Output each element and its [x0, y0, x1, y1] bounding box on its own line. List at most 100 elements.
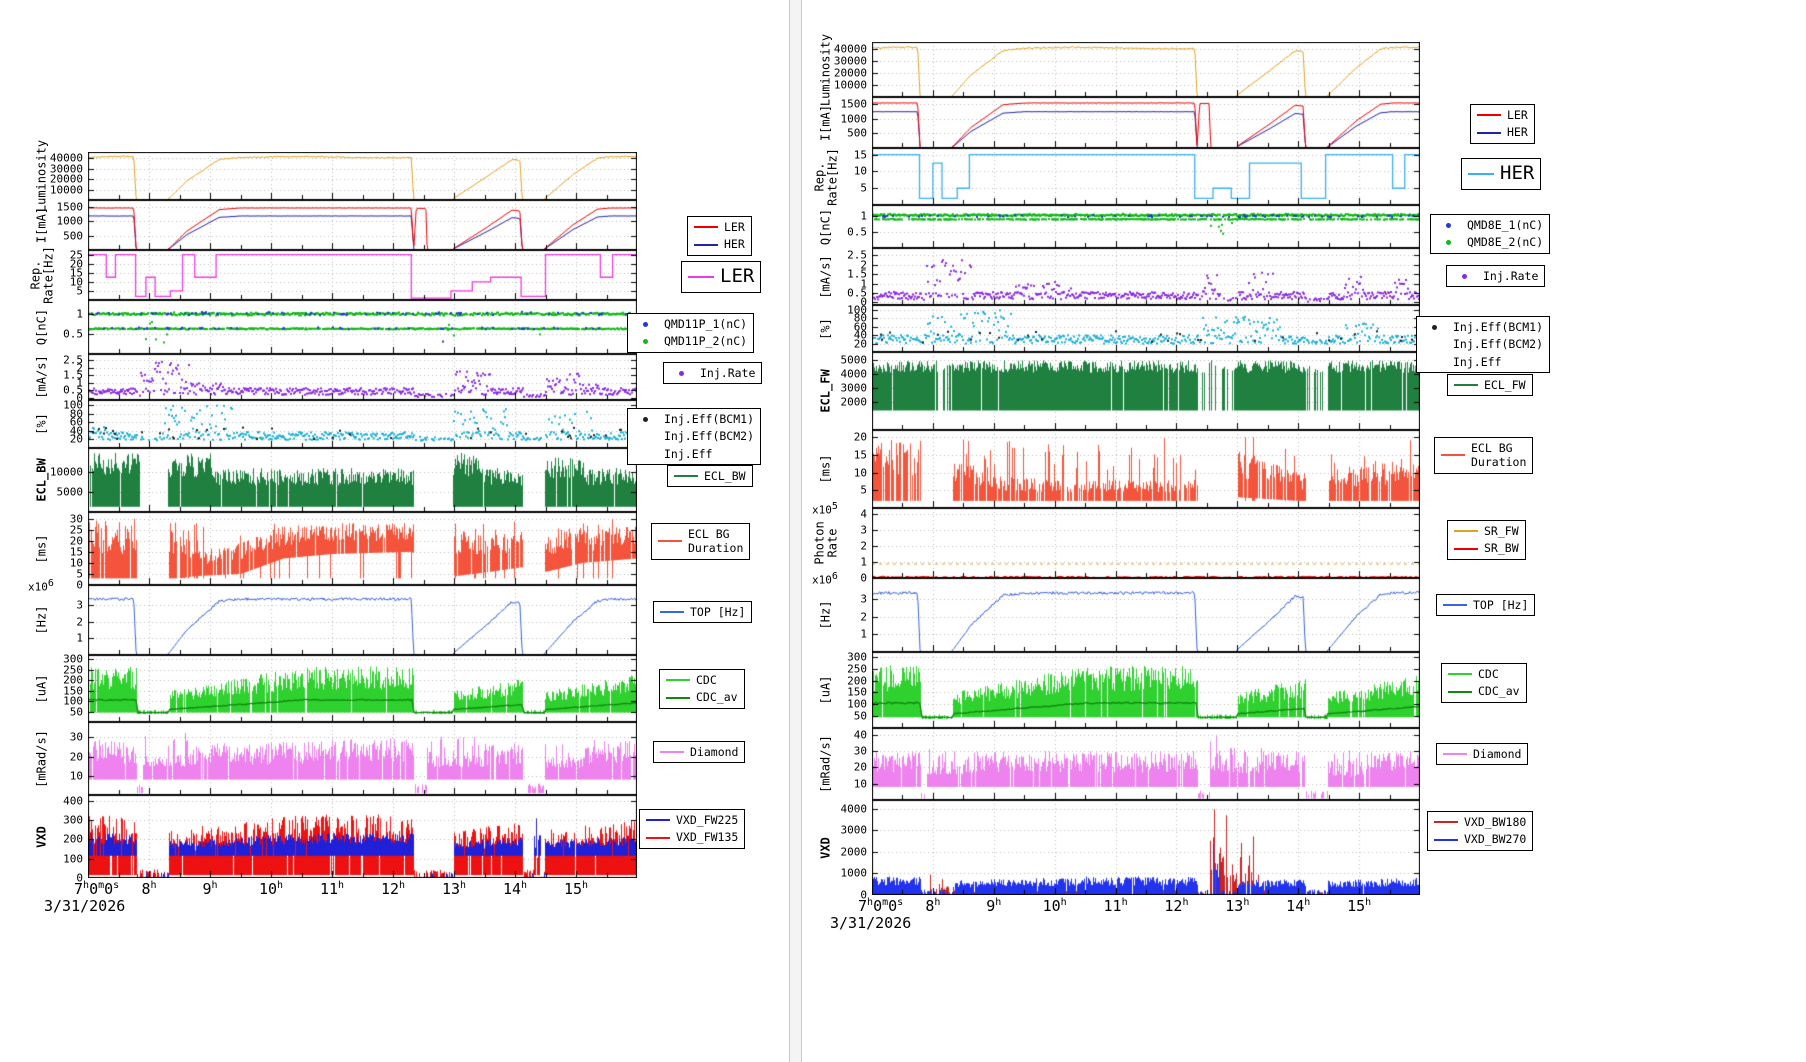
legend-entry: Inj.Eff [1423, 355, 1543, 369]
plot-left-diamond [88, 722, 637, 795]
legend-line-marker [1434, 838, 1458, 841]
y-axis-label-current: I[mA] [34, 206, 49, 244]
y-tick-label: 200 [847, 674, 867, 687]
y-tick-label: 1000 [840, 112, 868, 126]
legend-label: ECL_BW [704, 469, 746, 483]
y-tick-label: 40 [853, 728, 867, 742]
y-axis-label-charge: Q[nC] [818, 208, 833, 245]
y-axis-label-vxd: VXD [818, 836, 833, 859]
y-axis-label-diamond: [mRad/s] [818, 735, 833, 793]
legend-line-marker [694, 243, 718, 246]
legend-line-marker [646, 819, 670, 822]
y-tick-label: 20 [69, 534, 83, 548]
legend-line-marker [1454, 384, 1478, 387]
y-axis-label-ecl_bg: [ms] [818, 454, 833, 484]
y-tick-label: 1 [76, 307, 83, 321]
plot-left-inj_rate [88, 354, 637, 400]
legend-line-marker [660, 751, 684, 754]
legend-injection-rate: Inj.Rate [1446, 265, 1546, 288]
legend-beam-currents: LER HER [1470, 104, 1535, 144]
y-tick-label: 4000 [840, 802, 868, 816]
legend-entry: TOP [Hz] [660, 605, 745, 619]
y-tick-label: 2 [76, 615, 83, 629]
y-tick-label: 2000 [840, 395, 868, 409]
legend-entry: VXD_FW225 [646, 813, 738, 827]
y-tick-label: 10000 [49, 183, 83, 197]
y-tick-label: 25 [69, 523, 83, 537]
plot-left-rep_rate [88, 250, 637, 300]
axis-exponent-label: x106 [812, 571, 838, 587]
y-tick-label: 15 [853, 448, 867, 462]
legend-dot-marker [1446, 240, 1451, 246]
y-tick-label: 10000 [49, 465, 83, 479]
y-tick-label: 20 [853, 337, 867, 351]
legend-top-rate: TOP [Hz] [653, 601, 753, 624]
y-tick-label: 20 [853, 430, 867, 444]
legend-label: Inj.Rate [700, 366, 756, 380]
legend-line-marker [694, 226, 718, 229]
legend-injection-efficiency: Inj.Eff(BCM1) Inj.Eff(BCM2) Inj.Eff [1416, 316, 1551, 374]
plot-right-ecl_fw [872, 352, 1420, 430]
y-tick-label: 80 [69, 407, 83, 421]
window-divider [789, 0, 802, 1062]
y-tick-label: 1 [860, 209, 867, 223]
axis-exponent-label: x105 [812, 501, 838, 517]
y-axis-label-photon_rate: Photon Rate [812, 521, 839, 565]
x-tick-label: 11h [319, 880, 345, 898]
y-tick-label: 100 [847, 303, 867, 317]
y-tick-label: 60 [853, 320, 867, 334]
y-axis-label-ecl_bw: ECL_BW [34, 458, 49, 502]
legend-entry: QMD8E_1(nC) [1437, 218, 1543, 232]
y-tick-label: 0 [860, 888, 867, 902]
x-tick-label: 10h [1042, 897, 1067, 915]
legend-spacer [634, 453, 658, 455]
y-tick-label: 100 [847, 697, 867, 711]
y-axis-label-cdc: [uA] [34, 674, 49, 703]
y-tick-label: 40 [69, 424, 83, 438]
legend-dot-marker [643, 339, 648, 345]
legend-line-marker [1448, 673, 1472, 676]
legend-entry: QMD8E_2(nC) [1437, 235, 1543, 249]
legend-label: Inj.Eff(BCM1) [664, 412, 755, 426]
y-axis-label-ecl_bg: [ms] [34, 534, 49, 563]
legend-cdc-currents: CDC CDC_av [659, 669, 745, 709]
legend-label: LER [1507, 108, 1528, 122]
x-tick-label: 13h [441, 880, 467, 898]
legend-line-marker [1448, 690, 1472, 693]
y-axis-label-luminosity: Luminosity [818, 33, 833, 106]
plot-right-charge [872, 205, 1420, 248]
legend-entry: HER [1468, 162, 1534, 186]
legend-line-marker [1443, 604, 1467, 607]
y-tick-label: 3000 [840, 381, 868, 395]
legend-entry: ECL_FW [1454, 378, 1526, 392]
y-axis-label-rep_rate: Rep. Rate[Hz] [812, 147, 839, 206]
legend-ecl-bw: ECL_BW [667, 465, 753, 488]
legend-label: TOP [Hz] [1473, 598, 1529, 612]
y-tick-label: 0 [76, 578, 83, 592]
y-tick-label: 200 [63, 832, 83, 846]
legend-diamond: Diamond [653, 741, 746, 764]
y-axis-label-inj_rate: [mA/s] [34, 355, 49, 399]
x-tick-label: 10h [258, 880, 284, 898]
legend-label: Diamond [690, 745, 739, 759]
y-tick-label: 1000 [56, 214, 84, 228]
legend-label: CDC [696, 673, 717, 687]
y-tick-label: 0 [76, 391, 83, 405]
legend-spacer [634, 436, 658, 438]
y-tick-label: 2.5 [63, 353, 83, 367]
y-tick-label: 1 [76, 376, 83, 390]
legend-label: ECL_FW [1484, 378, 1526, 392]
y-tick-label: 0.5 [63, 383, 83, 397]
legend-label: LER [724, 220, 745, 234]
legend-label: VXD_FW225 [676, 813, 739, 827]
legend-dot-marker [1446, 222, 1451, 228]
y-tick-label: 20 [853, 760, 867, 774]
legend-label: QMD11P_1(nC) [664, 317, 748, 331]
legend-line-marker [660, 611, 684, 614]
legend-label: Inj.Rate [1483, 269, 1539, 283]
legend-diamond: Diamond [1436, 743, 1529, 766]
legend-label: CDC_av [1478, 684, 1520, 699]
plot-left-luminosity [88, 152, 637, 200]
y-tick-label: 2 [860, 610, 867, 624]
y-axis-label-top: [Hz] [818, 600, 833, 630]
